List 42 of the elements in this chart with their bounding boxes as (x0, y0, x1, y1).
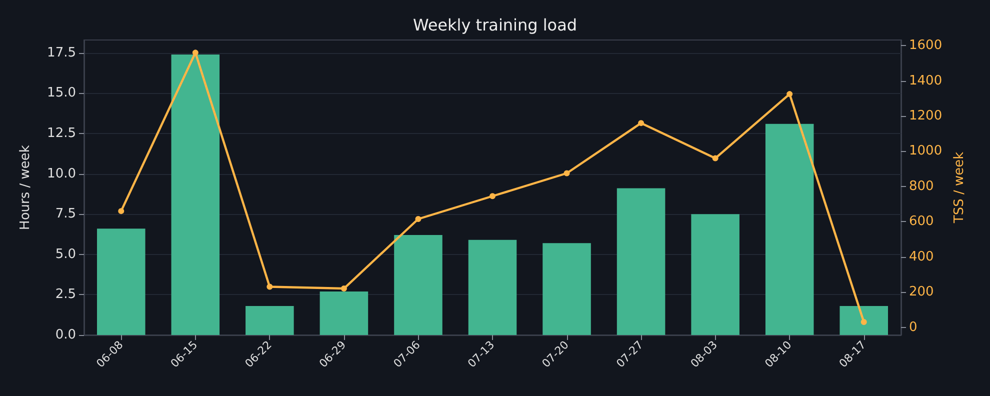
bar (394, 235, 442, 335)
chart-title: Weekly training load (412, 16, 578, 34)
bar (691, 214, 740, 335)
y-axis-title: Hours / week (18, 144, 33, 230)
y2-tick-label: 1400 (909, 73, 942, 88)
bar (840, 306, 888, 335)
y-tick-label: 12.5 (47, 126, 76, 141)
point (786, 91, 793, 98)
y-tick-label: 2.5 (55, 287, 76, 302)
point (415, 216, 422, 222)
bar (468, 240, 517, 335)
y-tick-label: 0.0 (55, 328, 76, 342)
point (564, 170, 570, 176)
y-tick-label: 15.0 (47, 86, 76, 101)
point (638, 120, 644, 126)
y2-tick-label: 0 (909, 320, 918, 335)
bar (171, 54, 220, 335)
y2-tick-label: 400 (909, 249, 934, 264)
point (118, 208, 124, 214)
y2-tick-label: 200 (909, 284, 934, 300)
y-tick-label: 7.5 (55, 206, 76, 222)
y2-tick-label: 1000 (909, 144, 942, 159)
point (192, 50, 198, 56)
y-tick-label: 5.0 (55, 246, 76, 262)
y2-tick-label: 600 (909, 214, 934, 230)
point (712, 155, 718, 162)
bar (765, 124, 814, 335)
y2-axis-title: TSS / week (952, 151, 967, 224)
bar (246, 306, 294, 335)
y-tick-label: 17.5 (47, 45, 76, 60)
y2-tick-label: 1200 (909, 108, 942, 124)
y2-tick-label: 1600 (909, 38, 942, 54)
y-tick-label: 10.0 (47, 166, 76, 182)
bar (542, 243, 591, 335)
y2-tick-label: 800 (909, 178, 934, 194)
bar (97, 228, 146, 335)
point (340, 286, 347, 292)
point (490, 193, 496, 200)
bar (320, 291, 368, 335)
bar (616, 188, 666, 335)
point (860, 318, 867, 325)
point (266, 284, 273, 290)
